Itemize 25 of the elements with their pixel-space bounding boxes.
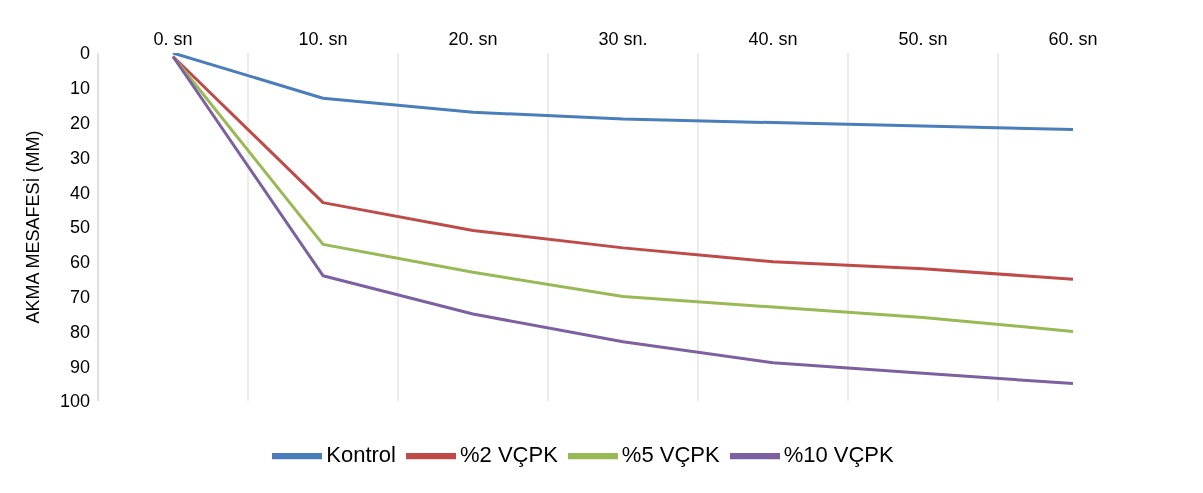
x-tick-label: 50. sn: [898, 29, 948, 49]
y-tick-label: 70: [69, 286, 90, 307]
line-series: [171, 54, 1075, 386]
x-tick-label: 40. sn: [748, 29, 798, 49]
line-series: [171, 53, 1075, 132]
legend-label: %2 VÇPK: [460, 441, 558, 467]
y-tick-label: 80: [69, 321, 90, 342]
y-tick-label: 10: [69, 78, 90, 99]
legend-label: %5 VÇPK: [621, 441, 720, 467]
y-tick-label: 50: [69, 217, 90, 238]
x-tick-label: 10. sn: [298, 29, 348, 49]
legend-label: Kontrol: [326, 441, 396, 467]
y-axis-title: AKMA MESAFESİ (MM): [23, 130, 44, 324]
y-tick-label: 0: [79, 43, 90, 64]
x-tick-label: 60. sn: [1048, 29, 1098, 49]
x-tick-label: 20. sn: [448, 29, 498, 49]
x-tick-label: 0. sn: [153, 29, 193, 49]
x-tick-label: 30 sn.: [598, 29, 648, 49]
y-tick-label: 60: [69, 252, 90, 273]
y-tick-label: 20: [69, 112, 90, 133]
legend-label: %10 VÇPK: [783, 441, 894, 467]
y-tick-label: 30: [69, 147, 90, 168]
y-tick-label: 90: [69, 356, 90, 377]
y-tick-label: 40: [69, 182, 90, 203]
y-tick-label: 100: [59, 391, 90, 412]
